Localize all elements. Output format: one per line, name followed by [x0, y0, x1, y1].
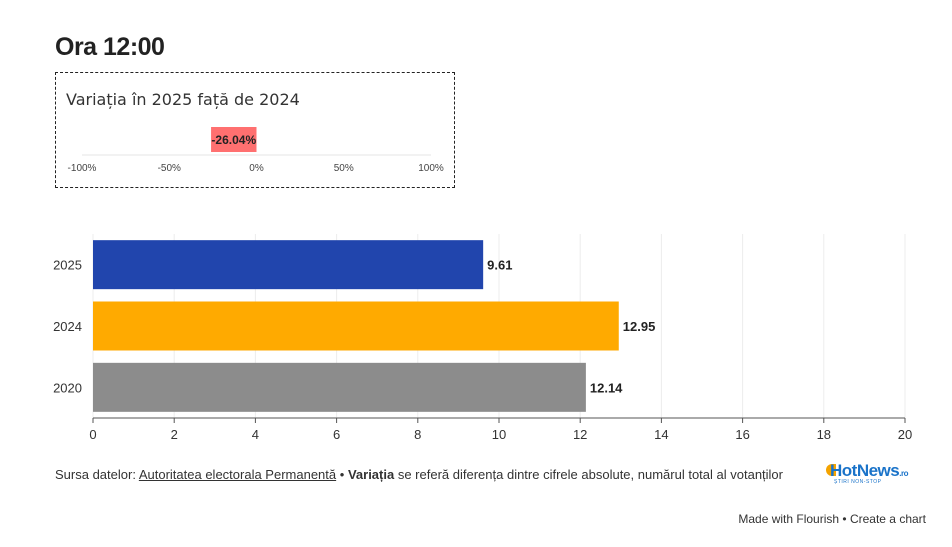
x-tick-label: 2	[171, 427, 178, 442]
variation-bar	[211, 127, 257, 152]
note-bold: Variația	[347, 467, 395, 482]
category-label: 2025	[53, 258, 82, 273]
footer-source: Sursa datelor: Autoritatea electorala Pe…	[55, 467, 783, 482]
variation-tick-label: 100%	[418, 163, 444, 174]
variation-value-label: -26.04%	[211, 133, 256, 147]
variation-tick-label: -50%	[158, 163, 181, 174]
x-tick-label: 16	[735, 427, 749, 442]
note-text: se referă diferența dintre cifrele absol…	[397, 467, 783, 482]
bar-value-label: 12.14	[590, 380, 623, 395]
logo-mark-icon	[826, 464, 836, 476]
variation-tick-label: -100%	[68, 163, 97, 174]
flourish-credit: Made with Flourish • Create a chart	[738, 512, 926, 526]
source-prefix: Sursa datelor:	[55, 467, 136, 482]
variation-panel: Variația în 2025 față de 2024 -26.04% -10…	[55, 72, 455, 188]
x-tick-label: 12	[573, 427, 587, 442]
credit-separator: •	[842, 512, 847, 526]
logo-text: HotNews	[830, 461, 900, 480]
x-tick-label: 4	[252, 427, 259, 442]
bar-value-label: 12.95	[623, 319, 656, 334]
bar-value-label: 9.61	[487, 258, 512, 273]
source-link[interactable]: Autoritatea electorala Permanentă	[138, 467, 337, 482]
create-chart-link[interactable]: Create a chart	[849, 512, 926, 526]
x-tick-label: 6	[333, 427, 340, 442]
category-label: 2020	[53, 380, 82, 395]
bar-2020	[93, 362, 586, 412]
bar-2025	[93, 240, 484, 290]
x-tick-label: 18	[817, 427, 831, 442]
x-tick-label: 14	[654, 427, 668, 442]
bar-chart: 0 2 4 6 8 10 12 14 16 18 20 2025 9.61 2024 12.95 2020 12…	[53, 234, 912, 442]
variation-title: Variația în 2025 față de 2024	[66, 90, 300, 109]
page-title: Ora 12:00	[55, 33, 165, 61]
logo-tagline: ȘTIRI NON-STOP	[834, 479, 882, 485]
variation-chart: -26.04% -100% -50% 0% 50% 100%	[68, 127, 444, 174]
footer-separator: •	[339, 467, 345, 482]
x-tick-label: 8	[414, 427, 421, 442]
hotnews-logo[interactable]: HotNews.ro ȘTIRI NON-STOP	[826, 461, 918, 487]
logo-suffix: .ro	[899, 469, 908, 478]
made-with-flourish-link[interactable]: Made with Flourish	[738, 512, 840, 526]
category-label: 2024	[53, 319, 82, 334]
variation-tick-label: 0%	[249, 163, 264, 174]
bar-2024	[93, 301, 619, 351]
x-tick-label: 10	[492, 427, 506, 442]
x-tick-label: 20	[898, 427, 912, 442]
x-tick-label: 0	[89, 427, 96, 442]
variation-tick-label: 50%	[334, 163, 354, 174]
